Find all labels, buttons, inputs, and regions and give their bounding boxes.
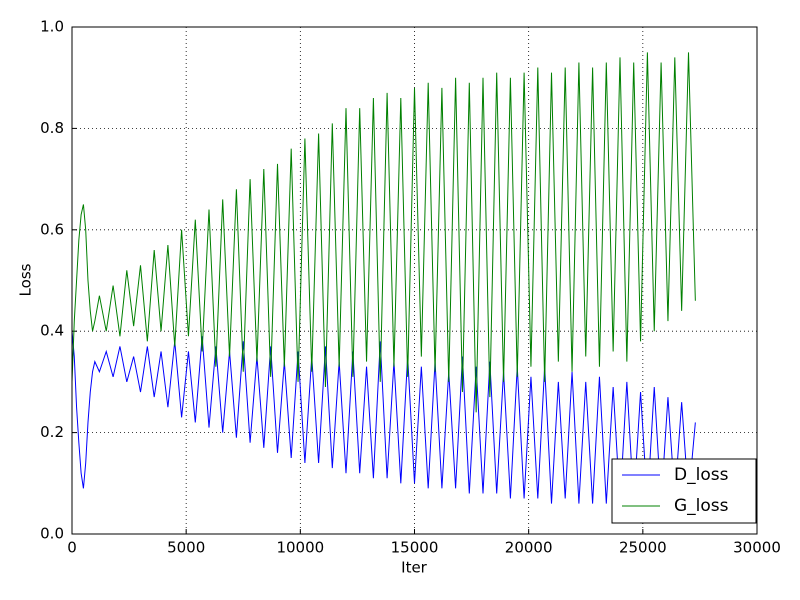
x-tick-label: 20000 bbox=[505, 539, 553, 557]
y-tick-label: 0.4 bbox=[40, 322, 64, 340]
y-tick-label: 0.0 bbox=[40, 525, 64, 543]
y-tick-label: 0.8 bbox=[40, 119, 64, 137]
x-tick-label: 30000 bbox=[733, 539, 781, 557]
plot-frame bbox=[71, 26, 758, 535]
x-axis-label: Iter bbox=[401, 559, 428, 577]
x-tick-label: 5000 bbox=[167, 539, 205, 557]
x-tick-label: 25000 bbox=[619, 539, 667, 557]
y-tick-label: 1.0 bbox=[40, 18, 64, 36]
legend: D_loss G_loss bbox=[611, 458, 757, 524]
series-line bbox=[71, 52, 696, 413]
x-tick-label: 15000 bbox=[391, 539, 439, 557]
series-line bbox=[71, 331, 696, 504]
x-tick-label: 10000 bbox=[276, 539, 324, 557]
x-tick-label: 0 bbox=[67, 539, 77, 557]
legend-label: G_loss bbox=[674, 496, 729, 516]
y-axis-label: Loss bbox=[17, 263, 35, 296]
y-tick-label: 0.6 bbox=[40, 220, 64, 238]
legend-box bbox=[611, 458, 757, 524]
y-tick-label: 0.2 bbox=[40, 423, 64, 441]
legend-label: D_loss bbox=[674, 465, 729, 485]
